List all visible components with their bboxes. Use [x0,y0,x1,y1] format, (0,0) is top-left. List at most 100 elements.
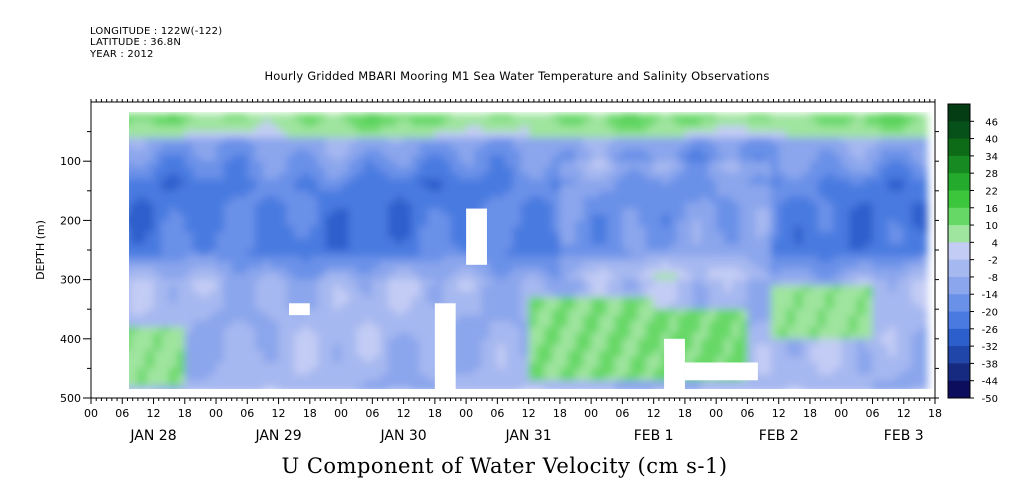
heatmap-cell [403,244,412,251]
heatmap-cell [677,184,686,192]
heatmap-cell [841,178,850,186]
heatmap-cell [309,113,319,121]
heatmap-cell [817,119,827,127]
heatmap-cell [856,386,866,389]
heatmap-cell [817,137,827,145]
heatmap-cell [645,143,655,150]
heatmap-cell [231,321,241,328]
heatmap-cell [849,368,858,375]
heatmap-cell [630,190,639,198]
heatmap-cell [864,125,874,133]
heatmap-cell [192,344,201,352]
heatmap-cell [841,184,850,192]
heatmap-cell [552,273,561,281]
heatmap-cell [372,291,381,298]
heatmap-cell [200,155,209,162]
heatmap-cell [763,190,772,198]
heatmap-cell [794,214,803,221]
heatmap-cell [466,178,475,186]
heatmap-cell [481,291,491,298]
heatmap-cell [724,184,733,192]
heatmap-cell [247,303,256,310]
heatmap-cell [739,232,749,239]
heatmap-cell [387,155,397,162]
heatmap-cell [489,244,498,251]
heatmap-cell [528,374,538,381]
heatmap-cell [481,332,491,340]
heatmap-cell [317,291,327,298]
heatmap-cell [536,232,545,239]
heatmap-cell [380,338,389,346]
heatmap-cell [387,297,397,304]
heatmap-cell [716,196,725,204]
heatmap-cell [129,380,131,387]
heatmap-cell [216,344,225,352]
heatmap-cell [192,113,201,121]
heatmap-cell [169,273,178,281]
heatmap-cell [739,250,749,257]
heatmap-cell [231,137,241,145]
heatmap-cell [395,214,405,221]
heatmap-cell [622,350,631,358]
plot-title: Hourly Gridded MBARI Mooring M1 Sea Wate… [264,69,770,83]
heatmap-cell [231,155,241,162]
heatmap-cell [161,125,170,133]
heatmap-cell [473,143,483,150]
heatmap-cell [348,131,358,139]
heatmap-cell [724,125,733,133]
heatmap-cell [176,184,186,192]
heatmap-cell [184,125,194,133]
heatmap-cell [880,338,889,346]
heatmap-cell [716,167,725,174]
heatmap-cell [700,238,709,245]
heatmap-cell [731,309,741,316]
heatmap-cell [864,356,874,364]
heatmap-cell [919,321,928,328]
heatmap-cell [356,356,366,364]
heatmap-cell [559,214,569,221]
heatmap-cell [294,190,303,198]
heatmap-cell [145,350,155,358]
heatmap-cell [497,137,506,145]
heatmap-cell [137,356,147,364]
heatmap-cell [630,161,639,168]
heatmap-cell [653,125,663,133]
heatmap-cell [763,255,772,263]
heatmap-cell [481,279,491,287]
heatmap-cell [919,309,928,316]
heatmap-cell [755,113,764,121]
heatmap-cell [880,161,889,168]
heatmap-cell [903,131,913,139]
heatmap-cell [591,338,600,346]
heatmap-cell [427,338,436,346]
heatmap-cell [137,332,147,340]
heatmap-cell [903,297,913,304]
heatmap-cell [841,250,850,257]
heatmap-cell [692,303,702,310]
heatmap-cell [755,196,764,204]
heatmap-cell [638,315,647,322]
heatmap-cell [645,250,655,257]
heatmap-cell [880,196,889,204]
heatmap-cell [325,226,334,233]
heatmap-cell [833,374,842,381]
heatmap-cell [739,321,749,328]
heatmap-cell [223,131,233,139]
heatmap-cell [895,238,905,245]
heatmap-cell [387,226,397,233]
heatmap-cell [716,214,725,221]
heatmap-cell [380,297,389,304]
heatmap-cell [458,291,467,298]
heatmap-cell [536,173,545,180]
heatmap-cell [216,362,225,369]
heatmap-cell [497,208,506,216]
heatmap-cell [661,279,670,287]
heatmap-cell [786,196,795,204]
heatmap-cell [372,137,381,145]
heatmap-cell [653,173,663,180]
heatmap-cell [763,149,772,156]
heatmap-cell [505,380,514,387]
heatmap-cell [864,232,874,239]
heatmap-cell [278,178,287,186]
heatmap-cell [192,315,201,322]
